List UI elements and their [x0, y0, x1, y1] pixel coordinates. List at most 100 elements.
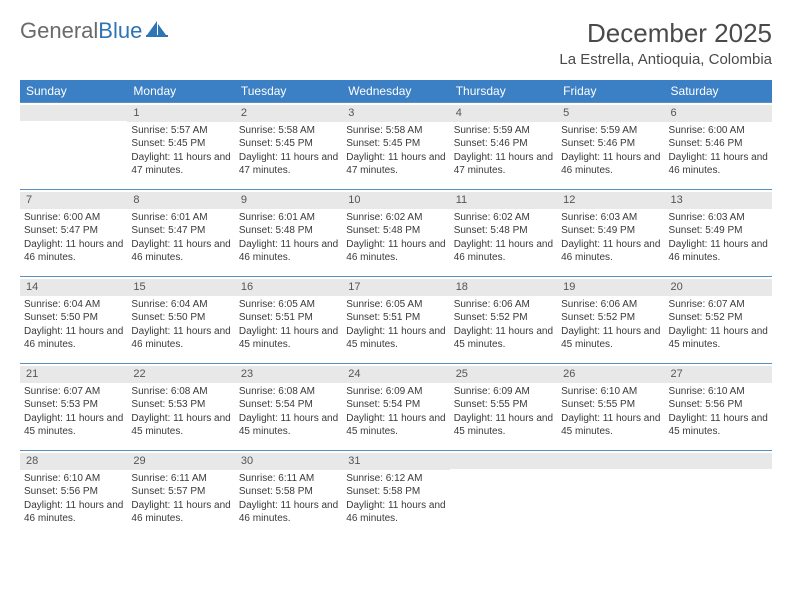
day-number: 15 [133, 281, 145, 293]
logo-text-2: Blue [98, 18, 142, 44]
sunrise-text: Sunrise: 6:00 AM [24, 211, 123, 225]
sunrise-text: Sunrise: 6:10 AM [561, 385, 660, 399]
day-cell [665, 451, 772, 537]
daylight-text: Daylight: 11 hours and 47 minutes. [131, 151, 230, 178]
daylight-text: Daylight: 11 hours and 47 minutes. [239, 151, 338, 178]
day-header-cell: Saturday [665, 80, 772, 102]
day-number-row: 28 [20, 453, 127, 470]
day-cell: 27Sunrise: 6:10 AMSunset: 5:56 PMDayligh… [665, 364, 772, 450]
daylight-text: Daylight: 11 hours and 46 minutes. [24, 499, 123, 526]
day-number-row: 23 [235, 366, 342, 383]
title-block: December 2025 La Estrella, Antioquia, Co… [559, 18, 772, 68]
daylight-text: Daylight: 11 hours and 45 minutes. [131, 412, 230, 439]
day-number-row: 6 [665, 105, 772, 122]
sunset-text: Sunset: 5:46 PM [561, 137, 660, 151]
day-number: 9 [241, 194, 247, 206]
day-number: 13 [671, 194, 683, 206]
day-number: 6 [671, 107, 677, 119]
sunset-text: Sunset: 5:54 PM [239, 398, 338, 412]
sunrise-text: Sunrise: 6:10 AM [24, 472, 123, 486]
daylight-text: Daylight: 11 hours and 45 minutes. [346, 412, 445, 439]
day-header-cell: Friday [557, 80, 664, 102]
daylight-text: Daylight: 11 hours and 46 minutes. [346, 499, 445, 526]
day-number-row: 5 [557, 105, 664, 122]
day-cell: 7Sunrise: 6:00 AMSunset: 5:47 PMDaylight… [20, 190, 127, 276]
sunrise-text: Sunrise: 5:59 AM [454, 124, 553, 138]
day-cell [20, 103, 127, 189]
day-number: 21 [26, 368, 38, 380]
day-cell: 8Sunrise: 6:01 AMSunset: 5:47 PMDaylight… [127, 190, 234, 276]
day-number-row: 27 [665, 366, 772, 383]
day-number: 11 [456, 194, 467, 206]
day-number-row: 19 [557, 279, 664, 296]
day-number-row: 13 [665, 192, 772, 209]
daylight-text: Daylight: 11 hours and 46 minutes. [239, 499, 338, 526]
sunset-text: Sunset: 5:51 PM [346, 311, 445, 325]
day-number-row: 26 [557, 366, 664, 383]
daylight-text: Daylight: 11 hours and 46 minutes. [24, 238, 123, 265]
day-cell [557, 451, 664, 537]
sunrise-text: Sunrise: 6:04 AM [131, 298, 230, 312]
day-cell: 9Sunrise: 6:01 AMSunset: 5:48 PMDaylight… [235, 190, 342, 276]
daylight-text: Daylight: 11 hours and 45 minutes. [239, 412, 338, 439]
sunrise-text: Sunrise: 6:04 AM [24, 298, 123, 312]
day-number-row: 12 [557, 192, 664, 209]
day-number-row: 18 [450, 279, 557, 296]
day-number-row: 22 [127, 366, 234, 383]
day-cell: 5Sunrise: 5:59 AMSunset: 5:46 PMDaylight… [557, 103, 664, 189]
sunset-text: Sunset: 5:56 PM [669, 398, 768, 412]
sunrise-text: Sunrise: 6:02 AM [454, 211, 553, 225]
sunset-text: Sunset: 5:58 PM [239, 485, 338, 499]
sunset-text: Sunset: 5:52 PM [669, 311, 768, 325]
day-number: 27 [671, 368, 683, 380]
day-cell: 15Sunrise: 6:04 AMSunset: 5:50 PMDayligh… [127, 277, 234, 363]
day-number: 10 [348, 194, 360, 206]
day-header-cell: Thursday [450, 80, 557, 102]
day-number: 29 [133, 455, 145, 467]
day-number: 2 [241, 107, 247, 119]
daylight-text: Daylight: 11 hours and 45 minutes. [346, 325, 445, 352]
day-number-row: 9 [235, 192, 342, 209]
sunrise-text: Sunrise: 6:11 AM [239, 472, 338, 486]
daylight-text: Daylight: 11 hours and 46 minutes. [561, 151, 660, 178]
daylight-text: Daylight: 11 hours and 45 minutes. [669, 325, 768, 352]
day-number: 17 [348, 281, 360, 293]
sunset-text: Sunset: 5:51 PM [239, 311, 338, 325]
page-header: GeneralBlue December 2025 La Estrella, A… [20, 18, 772, 68]
week-row: 7Sunrise: 6:00 AMSunset: 5:47 PMDaylight… [20, 189, 772, 276]
sunset-text: Sunset: 5:46 PM [669, 137, 768, 151]
day-cell: 2 Sunrise: 5:58 AMSunset: 5:45 PMDaylight… [235, 103, 342, 189]
sunrise-text: Sunrise: 6:11 AM [131, 472, 230, 486]
sunset-text: Sunset: 5:45 PM [346, 137, 445, 151]
sunset-text: Sunset: 5:58 PM [346, 485, 445, 499]
day-number-row: 7 [20, 192, 127, 209]
day-cell: 3Sunrise: 5:58 AMSunset: 5:45 PMDaylight… [342, 103, 449, 189]
sunrise-text: Sunrise: 6:12 AM [346, 472, 445, 486]
daylight-text: Daylight: 11 hours and 46 minutes. [669, 238, 768, 265]
daylight-text: Daylight: 11 hours and 47 minutes. [454, 151, 553, 178]
day-cell: 10Sunrise: 6:02 AMSunset: 5:48 PMDayligh… [342, 190, 449, 276]
sunrise-text: Sunrise: 6:05 AM [239, 298, 338, 312]
day-cell: 16Sunrise: 6:05 AMSunset: 5:51 PMDayligh… [235, 277, 342, 363]
sunrise-text: Sunrise: 6:07 AM [24, 385, 123, 399]
day-number: 24 [348, 368, 360, 380]
sunset-text: Sunset: 5:45 PM [239, 137, 338, 151]
daylight-text: Daylight: 11 hours and 46 minutes. [561, 238, 660, 265]
daylight-text: Daylight: 11 hours and 46 minutes. [454, 238, 553, 265]
day-cell: 30 Sunrise: 6:11 AMSunset: 5:58 PMDayligh… [235, 451, 342, 537]
day-number: 1 [133, 107, 139, 119]
logo-text-1: General [20, 18, 98, 44]
daylight-text: Daylight: 11 hours and 45 minutes. [24, 412, 123, 439]
sunrise-text: Sunrise: 6:06 AM [561, 298, 660, 312]
day-cell: 22Sunrise: 6:08 AMSunset: 5:53 PMDayligh… [127, 364, 234, 450]
day-cell: 11Sunrise: 6:02 AMSunset: 5:48 PMDayligh… [450, 190, 557, 276]
day-number-row: 2 [235, 105, 342, 122]
sunset-text: Sunset: 5:50 PM [24, 311, 123, 325]
sunrise-text: Sunrise: 5:58 AM [239, 124, 338, 138]
sunrise-text: Sunrise: 5:57 AM [131, 124, 230, 138]
day-number: 30 [241, 455, 253, 467]
sunrise-text: Sunrise: 5:58 AM [346, 124, 445, 138]
sunrise-text: Sunrise: 6:09 AM [346, 385, 445, 399]
day-number-row: 25 [450, 366, 557, 383]
sunrise-text: Sunrise: 6:01 AM [239, 211, 338, 225]
